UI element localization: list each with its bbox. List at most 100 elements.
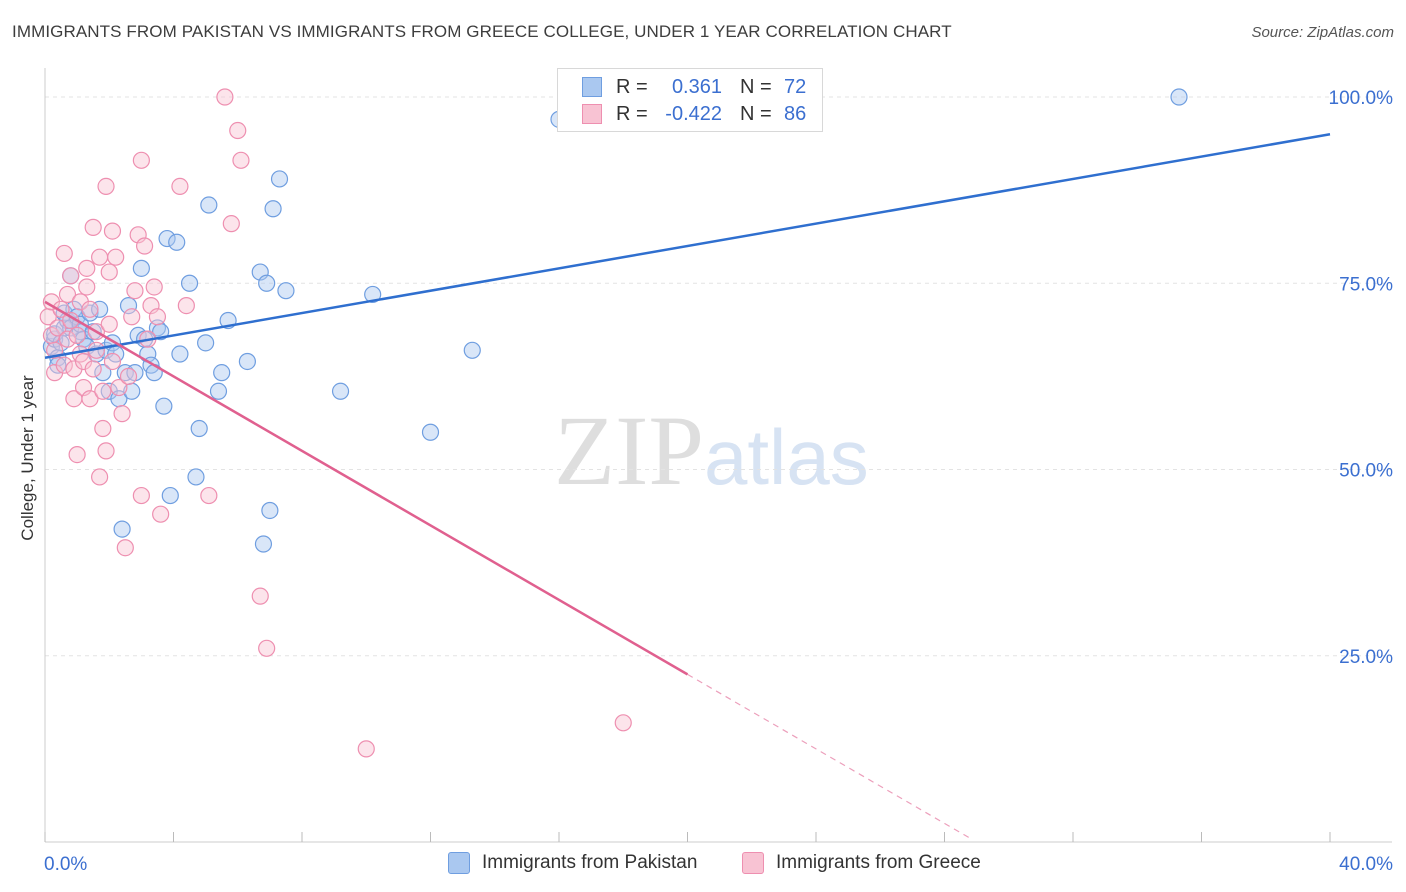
point-greece (107, 248, 125, 266)
legend-row-pakistan: R = 0.361 N = 72 (582, 74, 806, 100)
point-greece (103, 352, 122, 371)
point-pakistan (180, 274, 199, 292)
point-greece (103, 222, 122, 240)
legend-r-label: R = (616, 102, 648, 125)
point-pakistan (171, 345, 189, 363)
point-greece (100, 315, 118, 333)
legend-r-label: R = (616, 75, 648, 98)
point-pakistan (238, 352, 256, 371)
point-greece (81, 390, 99, 408)
point-pakistan (190, 419, 208, 438)
point-greece (113, 405, 131, 423)
point-greece (58, 285, 77, 304)
point-greece (94, 382, 112, 400)
trendline-greece-extension (687, 673, 971, 839)
legend-r-value-greece: -0.422 (665, 102, 722, 125)
point-pakistan (258, 274, 276, 292)
legend-n-label: N = (740, 102, 772, 125)
bottom-legend-greece: Immigrants from Greece (742, 852, 981, 874)
point-greece (145, 278, 163, 296)
point-greece (135, 237, 154, 255)
legend-n-label: N = (740, 75, 772, 98)
point-pakistan (331, 382, 350, 400)
y-tick-label: 75.0% (1339, 274, 1393, 295)
point-pakistan (197, 334, 215, 352)
watermark-atlas: atlas (704, 413, 869, 501)
point-pakistan (158, 229, 176, 248)
bottom-legend-label-pakistan: Immigrants from Pakistan (482, 852, 698, 873)
point-greece (49, 319, 67, 337)
point-greece (84, 360, 102, 378)
point-greece (177, 297, 195, 315)
point-greece (78, 259, 96, 277)
bottom-legend-swatch-greece (742, 852, 764, 874)
point-greece (126, 282, 144, 300)
point-greece (110, 378, 128, 397)
point-greece (200, 486, 218, 505)
chart-title: IMMIGRANTS FROM PAKISTAN VS IMMIGRANTS F… (12, 22, 952, 41)
x-tick-label: 40.0% (1339, 854, 1393, 875)
point-greece (78, 278, 96, 296)
point-greece (116, 539, 134, 557)
point-pakistan (213, 364, 231, 382)
point-greece (357, 740, 375, 758)
point-pakistan (81, 304, 99, 322)
y-axis-label: College, Under 1 year (18, 375, 37, 541)
legend-row-greece: R = -0.422 N = 86 (582, 101, 806, 127)
point-greece (58, 330, 77, 348)
point-pakistan (463, 341, 481, 359)
x-tick-label: 0.0% (44, 854, 87, 875)
point-pakistan (132, 259, 150, 277)
point-pakistan (1170, 88, 1188, 106)
point-pakistan (91, 300, 109, 318)
point-greece (119, 367, 138, 385)
point-greece (171, 177, 189, 195)
legend-n-value-greece: 86 (784, 102, 807, 125)
bottom-legend-pakistan: Immigrants from Pakistan (448, 852, 697, 874)
point-pakistan (94, 364, 112, 382)
watermark: ZIPatlas (554, 400, 869, 501)
point-greece (97, 177, 115, 195)
point-pakistan (277, 282, 295, 300)
point-greece (55, 244, 73, 263)
trendline-greece (44, 300, 689, 676)
point-greece (91, 248, 109, 266)
point-pakistan (119, 297, 138, 315)
point-greece (94, 419, 112, 438)
y-tick-label: 25.0% (1339, 647, 1393, 668)
point-greece (258, 639, 276, 657)
y-tick-label: 100.0% (1329, 88, 1394, 109)
point-greece (97, 442, 115, 460)
bottom-legend-label-greece: Immigrants from Greece (776, 852, 981, 873)
stats-legend: R = 0.361 N = 72 R = -0.422 N = 86 (557, 68, 823, 132)
point-pakistan (200, 196, 218, 214)
point-greece (232, 151, 250, 169)
point-greece (68, 326, 86, 344)
point-pakistan (113, 520, 131, 538)
point-pakistan (161, 486, 179, 505)
point-pakistan (187, 468, 205, 486)
point-greece (614, 714, 632, 732)
legend-n-value-pakistan: 72 (784, 75, 807, 98)
point-greece (222, 215, 240, 233)
point-pakistan (421, 423, 440, 441)
legend-swatch-pakistan (582, 77, 602, 97)
point-greece (216, 88, 234, 106)
legend-swatch-greece (582, 104, 602, 124)
point-pakistan (264, 200, 282, 218)
point-greece (100, 263, 118, 281)
source-credit: Source: ZipAtlas.com (1251, 24, 1394, 41)
point-greece (68, 446, 86, 464)
point-greece (123, 308, 141, 326)
point-greece (84, 218, 102, 236)
point-greece (229, 121, 247, 140)
watermark-zip: ZIP (554, 395, 704, 506)
legend-r-value-pakistan: 0.361 (671, 75, 722, 98)
point-greece (152, 505, 170, 523)
point-pakistan (270, 170, 289, 188)
point-greece (132, 151, 150, 169)
point-pakistan (209, 382, 228, 400)
point-greece (148, 308, 167, 326)
point-pakistan (168, 233, 186, 251)
